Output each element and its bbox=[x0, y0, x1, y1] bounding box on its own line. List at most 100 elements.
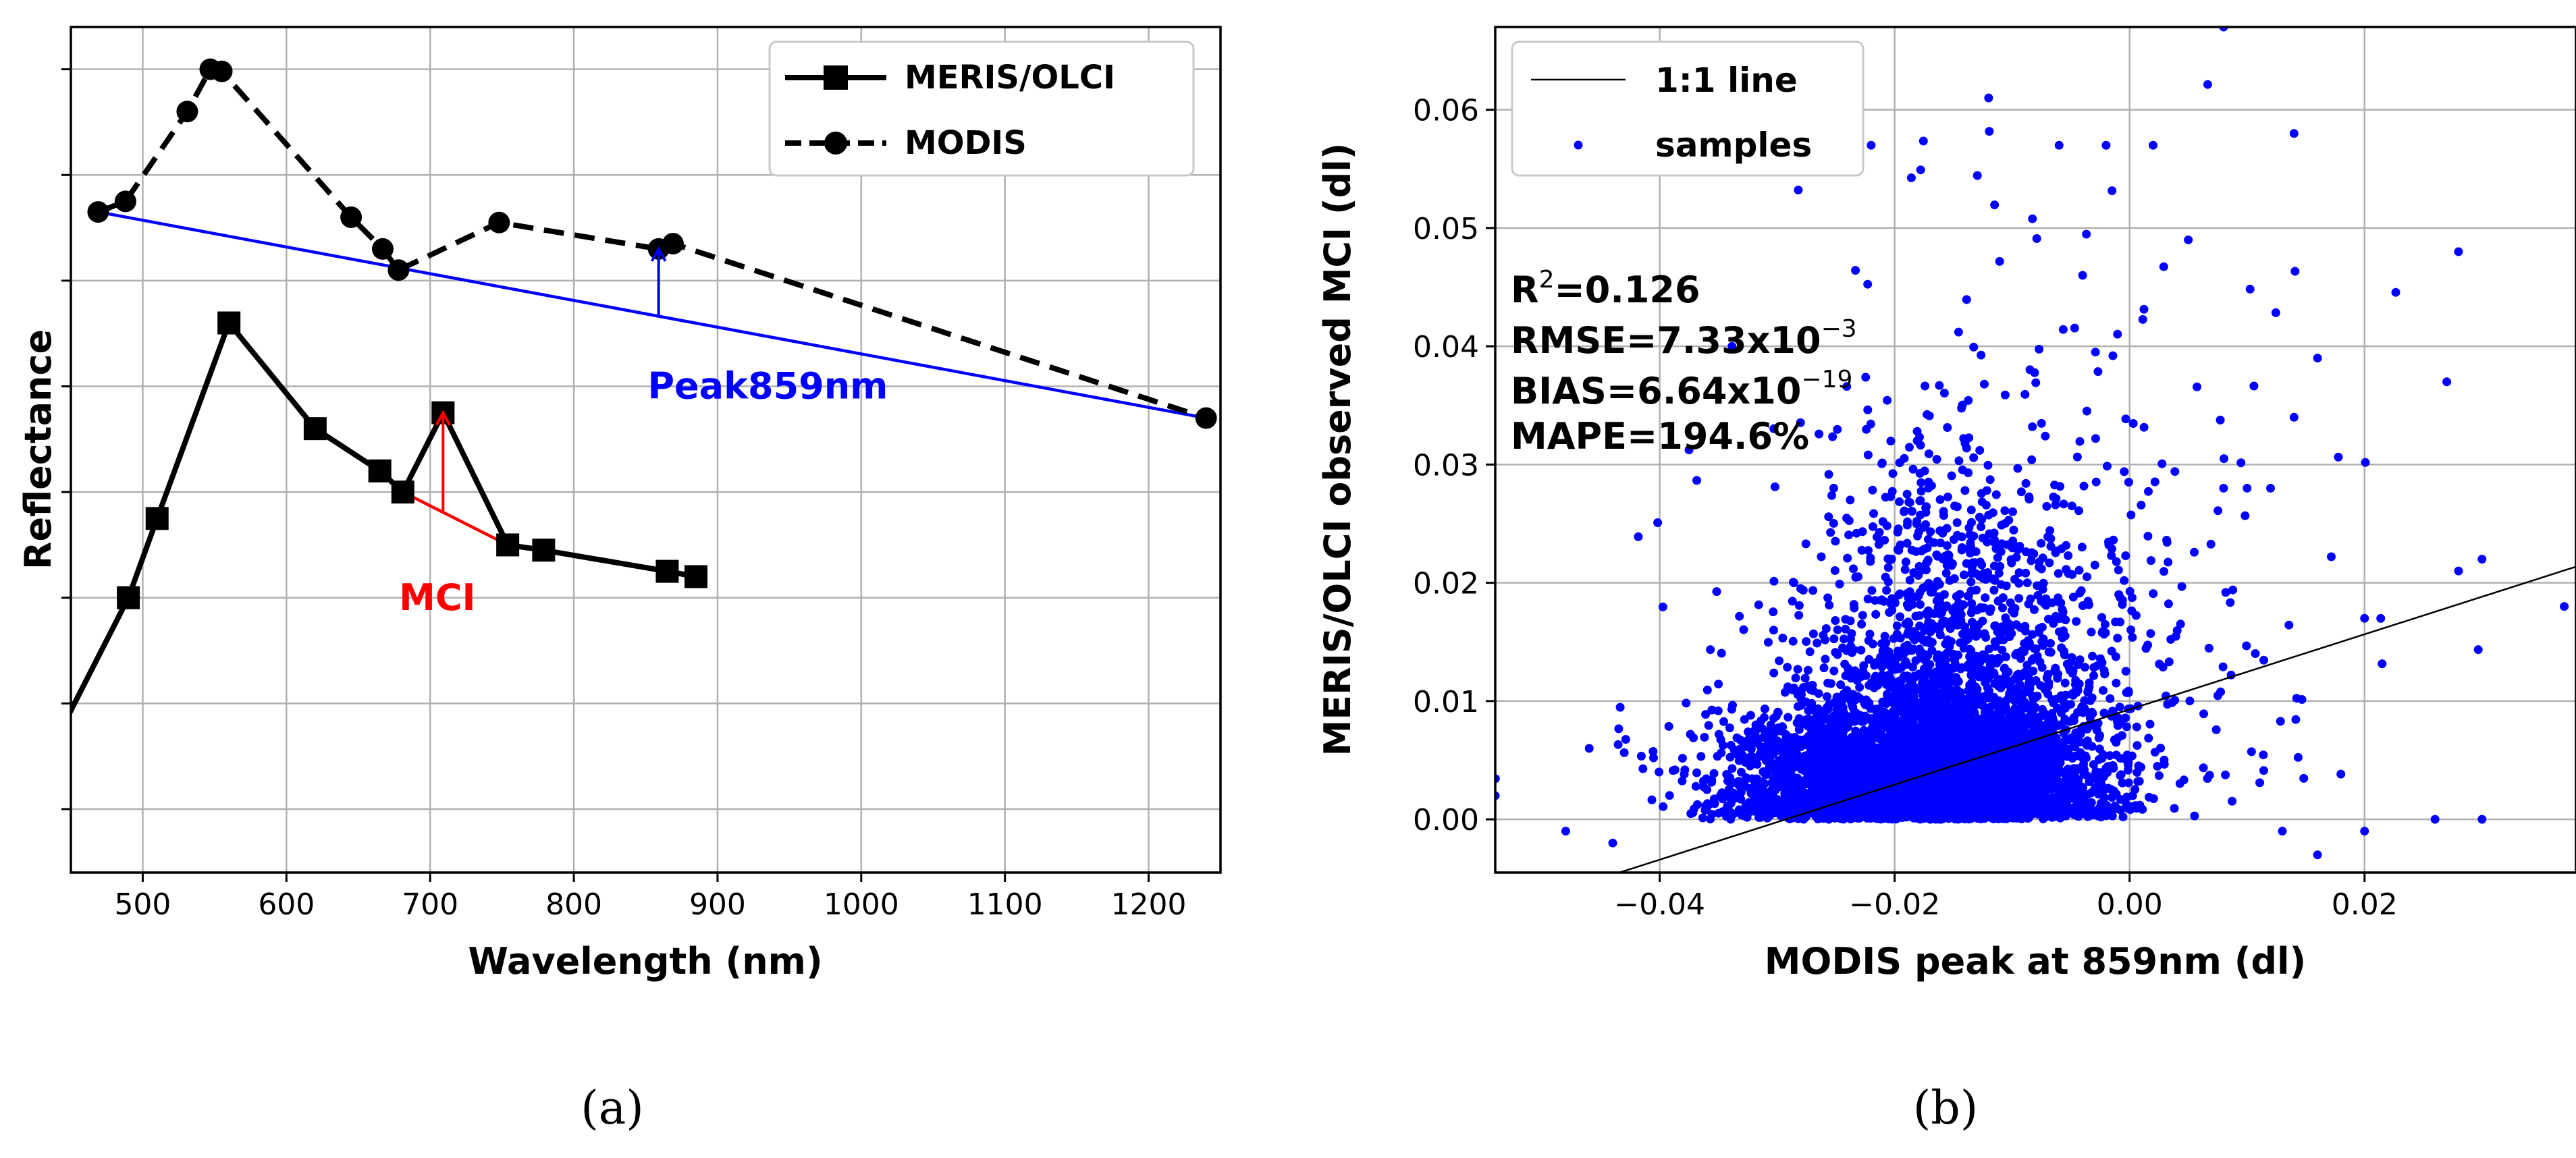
sample-point bbox=[1895, 458, 1904, 468]
sample-point bbox=[2030, 605, 2039, 614]
sample-point bbox=[1655, 767, 1664, 777]
sample-point bbox=[1829, 519, 1838, 528]
sample-point bbox=[1693, 800, 1702, 809]
sample-point bbox=[1858, 527, 1867, 536]
sample-point bbox=[1927, 646, 1937, 655]
sample-point bbox=[1860, 738, 1869, 748]
sample-point bbox=[2097, 613, 2106, 622]
sample-point bbox=[1892, 621, 1902, 630]
sample-point bbox=[2112, 750, 2121, 760]
sample-point bbox=[1908, 663, 1917, 671]
annotation-arrowhead bbox=[435, 410, 452, 426]
sample-point bbox=[2028, 630, 2037, 639]
sample-point bbox=[2054, 569, 2063, 578]
sample-point bbox=[1947, 471, 1956, 480]
sample-point bbox=[2146, 556, 2155, 566]
data-point bbox=[387, 259, 410, 281]
data-point bbox=[117, 586, 140, 609]
sample-point bbox=[1829, 698, 1839, 707]
sample-point bbox=[1924, 449, 1933, 458]
sample-point bbox=[2046, 638, 2055, 648]
sample-point bbox=[2095, 731, 2104, 740]
sample-point bbox=[1977, 497, 1987, 507]
sample-point bbox=[1975, 445, 1985, 455]
x-tick-label: 1100 bbox=[967, 887, 1043, 922]
sample-point bbox=[1808, 586, 1818, 595]
sample-point bbox=[1981, 652, 1990, 661]
sample-point bbox=[1985, 529, 1994, 539]
sample-point bbox=[1682, 698, 1691, 708]
sample-point bbox=[2146, 629, 2155, 638]
sample-point bbox=[2051, 611, 2060, 621]
sample-point bbox=[2249, 381, 2259, 391]
sample-point bbox=[2204, 644, 2213, 653]
sample-point bbox=[2097, 658, 2107, 667]
sample-point bbox=[2002, 652, 2010, 661]
sample-point bbox=[1707, 810, 1717, 819]
sample-point bbox=[1732, 733, 1742, 742]
sample-point bbox=[2118, 812, 2128, 821]
sample-point bbox=[1958, 663, 1966, 672]
sample-point bbox=[1868, 485, 1877, 495]
sample-point bbox=[1840, 634, 1849, 644]
data-point bbox=[371, 238, 394, 260]
sample-point bbox=[2172, 626, 2182, 635]
sample-point bbox=[2113, 329, 2122, 339]
sample-point bbox=[2126, 625, 2136, 634]
sample-point bbox=[1896, 612, 1905, 622]
sample-point bbox=[2128, 419, 2138, 428]
sample-point bbox=[2103, 783, 2113, 793]
sample-point bbox=[2114, 713, 2123, 723]
sample-point bbox=[2014, 594, 2024, 603]
data-point bbox=[303, 417, 327, 441]
sample-point bbox=[1983, 460, 1993, 470]
sample-point bbox=[2124, 778, 2133, 788]
sample-point bbox=[1783, 663, 1792, 672]
sample-point bbox=[1851, 266, 1860, 275]
sample-point bbox=[1915, 433, 1924, 442]
sample-point bbox=[2213, 506, 2223, 516]
sample-point bbox=[1758, 777, 1767, 787]
sample-point bbox=[1835, 580, 1844, 588]
sample-point bbox=[1932, 455, 1941, 464]
sample-point bbox=[1760, 705, 1769, 713]
sample-point bbox=[1764, 638, 1773, 647]
sample-point bbox=[2076, 790, 2086, 800]
sample-point bbox=[1856, 645, 1866, 655]
sample-point bbox=[1870, 661, 1879, 670]
sample-point bbox=[2041, 431, 2050, 441]
sample-point bbox=[2099, 686, 2108, 695]
sample-point bbox=[1925, 411, 1934, 420]
sample-point bbox=[1700, 733, 1709, 742]
sample-point bbox=[2139, 304, 2149, 314]
sample-point bbox=[2020, 639, 2029, 649]
sample-point bbox=[1908, 464, 1918, 474]
sample-point bbox=[1773, 707, 1783, 717]
sample-point bbox=[1918, 136, 1928, 146]
sample-point bbox=[1952, 518, 1962, 527]
sample-point bbox=[1828, 432, 1837, 441]
sample-point bbox=[1890, 659, 1900, 669]
sample-point bbox=[1881, 638, 1891, 647]
sample-point bbox=[1968, 605, 1977, 615]
sample-point bbox=[1815, 763, 1824, 773]
sample-point bbox=[1876, 596, 1885, 605]
sample-point bbox=[1744, 727, 1753, 736]
sample-point bbox=[2007, 629, 2016, 638]
sample-point bbox=[2108, 793, 2116, 802]
sample-point bbox=[2031, 644, 2041, 654]
sample-point bbox=[1636, 752, 1646, 761]
sample-point bbox=[1966, 577, 1976, 586]
legend-meris-label: MERIS/OLCI bbox=[905, 59, 1115, 96]
sample-point bbox=[1619, 748, 1629, 757]
sample-point bbox=[1819, 630, 1828, 640]
sample-point bbox=[1823, 692, 1831, 701]
sample-point bbox=[1773, 744, 1782, 754]
sample-point bbox=[2137, 501, 2146, 509]
sample-point bbox=[1805, 647, 1815, 657]
sample-point bbox=[1664, 721, 1673, 731]
sample-point bbox=[1844, 516, 1854, 525]
sample-point bbox=[1814, 733, 1823, 742]
sample-point bbox=[2012, 649, 2021, 658]
data-point bbox=[662, 233, 684, 255]
